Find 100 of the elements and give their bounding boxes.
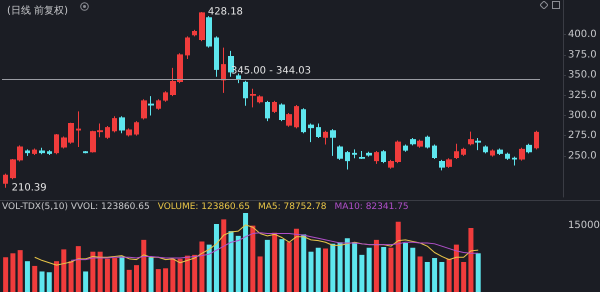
bar: [236, 236, 241, 292]
candlestick: [199, 11, 205, 42]
bar: [68, 261, 74, 292]
bar: [286, 242, 292, 292]
bar: [418, 256, 423, 292]
y-tick-label: 375.0: [568, 49, 597, 60]
bar: [316, 248, 321, 292]
candlestick: [403, 144, 408, 152]
bar: [90, 252, 96, 292]
bar: [170, 258, 176, 292]
candlestick: [323, 130, 328, 146]
bar: [374, 240, 379, 292]
candlestick: [163, 90, 168, 102]
y-tick-label: 325.0: [568, 90, 597, 101]
bar: [119, 256, 124, 292]
bar: [206, 244, 212, 292]
bar: [46, 272, 52, 292]
bar: [32, 266, 38, 292]
bar: [410, 248, 416, 292]
bar: [432, 258, 438, 292]
text: VOL-TDX(5,10) VVOL: 123860.65: [2, 202, 150, 213]
candlestick: [32, 148, 37, 156]
bar: [76, 246, 81, 292]
candlestick: [83, 150, 88, 154]
bar: [184, 256, 190, 292]
bar: [148, 257, 154, 292]
candlestick: [490, 148, 495, 158]
bar: [18, 250, 23, 292]
candlestick: [47, 150, 52, 156]
bar: [279, 239, 284, 292]
bar: [272, 232, 278, 292]
candlestick: [316, 123, 321, 139]
candlestick: [475, 138, 481, 151]
candlestick: [148, 96, 154, 116]
candlestick: [483, 144, 488, 154]
candlestick: [192, 29, 197, 37]
bar: [403, 243, 408, 292]
bar: [10, 253, 16, 292]
candlestick: [337, 144, 343, 160]
candlestick: [366, 151, 372, 158]
bar: [461, 262, 466, 292]
bar: [396, 222, 401, 292]
text: 15000: [568, 220, 600, 231]
candlestick: [308, 123, 314, 143]
annotation: 210.39: [12, 182, 47, 194]
bar: [264, 240, 270, 292]
candlestick: [236, 72, 241, 84]
candlestick: [76, 110, 81, 148]
candlestick: [214, 36, 219, 78]
candlestick: [446, 158, 452, 168]
bar: [323, 248, 328, 292]
candlestick: [534, 130, 539, 150]
candlestick: [519, 147, 525, 162]
candlestick: [206, 16, 212, 48]
bar: [294, 228, 299, 292]
bar: [250, 226, 256, 292]
candlestick: [119, 116, 125, 134]
candlestick: [39, 147, 45, 155]
candlestick: [279, 102, 285, 122]
candlestick: [526, 143, 532, 154]
candlestick: [512, 156, 517, 166]
bar: [330, 244, 336, 292]
bar: [301, 234, 306, 292]
ref-line-label: 345.00 - 344.03: [231, 66, 311, 77]
candlestick: [265, 100, 270, 122]
candlestick: [461, 147, 466, 156]
candlestick: [156, 98, 161, 110]
y-tick-label: 300.0: [568, 110, 597, 121]
bar: [228, 231, 234, 292]
candlestick: [330, 128, 336, 156]
bar: [454, 244, 459, 292]
bar: [468, 228, 474, 292]
bar: [258, 256, 263, 292]
bar: [141, 240, 146, 292]
candlestick: [54, 134, 59, 155]
candlestick: [505, 152, 510, 160]
candlestick: [126, 128, 132, 137]
bar: [243, 213, 248, 292]
candlestick: [272, 100, 277, 114]
bar: [54, 261, 60, 292]
candlestick: [374, 150, 379, 164]
bar: [83, 271, 88, 292]
bar: [338, 242, 343, 292]
bar: [126, 270, 132, 292]
bar: [104, 258, 110, 292]
candlestick: [243, 80, 248, 106]
bar: [112, 258, 118, 292]
candlestick: [105, 125, 110, 140]
candlestick: [25, 148, 30, 156]
candlestick: [250, 88, 256, 108]
bar: [344, 238, 350, 292]
candlestick: [257, 94, 263, 104]
candlestick: [294, 104, 299, 129]
candlestick: [185, 36, 190, 60]
bar: [446, 258, 452, 292]
bar: [388, 248, 394, 292]
bar: [366, 248, 372, 292]
candlestick: [221, 47, 226, 94]
candlestick: [345, 150, 350, 170]
candlestick: [425, 135, 430, 150]
